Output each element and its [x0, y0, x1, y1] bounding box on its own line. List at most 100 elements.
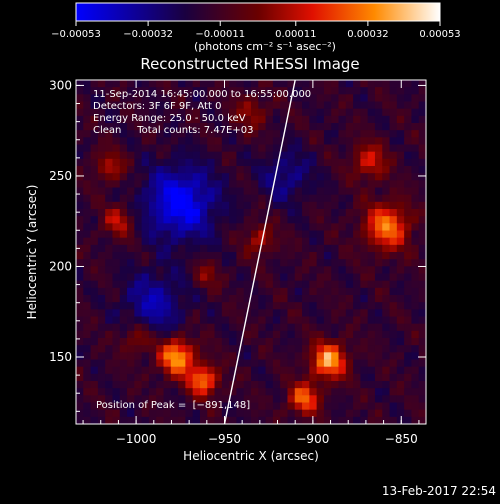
heatmap-cell: [185, 330, 194, 339]
heatmap-cell: [156, 316, 164, 325]
heatmap-cell: [331, 388, 339, 396]
heatmap-cell: [382, 130, 390, 138]
heatmap-cell: [207, 94, 215, 102]
heatmap-cell: [302, 252, 310, 260]
heatmap-cell: [119, 94, 128, 102]
heatmap-cell: [302, 108, 310, 117]
heatmap-cell: [418, 352, 426, 360]
heatmap-cell: [374, 158, 383, 167]
heatmap-cell: [199, 266, 208, 274]
heatmap-cell: [382, 323, 390, 332]
heatmap-cell: [360, 252, 369, 260]
heatmap-cell: [389, 309, 398, 317]
heatmap-cell: [207, 216, 215, 224]
heatmap-cell: [418, 151, 426, 160]
heatmap-cell: [360, 187, 369, 196]
heatmap-cell: [127, 101, 135, 110]
heatmap-cell: [280, 144, 288, 153]
heatmap-cell: [192, 151, 201, 160]
heatmap-cell: [323, 166, 332, 174]
heatmap-cell: [76, 409, 84, 418]
heatmap-cell: [265, 209, 274, 217]
heatmap-cell: [127, 137, 135, 145]
heatmap-cell: [323, 123, 332, 131]
heatmap-cell: [389, 201, 398, 210]
heatmap-cell: [178, 216, 186, 224]
heatmap-cell: [127, 201, 135, 210]
heatmap-cell: [294, 273, 303, 282]
heatmap-cell: [170, 295, 179, 303]
heatmap-cell: [90, 259, 99, 267]
heatmap-cell: [294, 209, 303, 217]
heatmap-cell: [214, 123, 223, 131]
heatmap-cell: [272, 209, 281, 217]
heatmap-cell: [97, 180, 106, 188]
heatmap-cell: [236, 201, 245, 210]
heatmap-cell: [83, 252, 91, 260]
annotation-energy-range: Energy Range: 25.0 - 50.0 keV: [93, 113, 246, 124]
heatmap-cell: [83, 151, 91, 160]
heatmap-cell: [185, 130, 194, 138]
heatmap-cell: [185, 359, 194, 368]
heatmap-cell: [221, 137, 230, 145]
heatmap-cell: [76, 130, 84, 138]
heatmap-cell: [404, 115, 412, 124]
heatmap-cell: [418, 252, 426, 260]
heatmap-cell: [389, 101, 398, 110]
heatmap-cell: [192, 144, 201, 153]
heatmap-cell: [316, 94, 325, 102]
heatmap-cell: [345, 194, 354, 203]
heatmap-cell: [192, 373, 201, 382]
heatmap-cell: [411, 366, 420, 375]
heatmap-cell: [272, 330, 281, 339]
heatmap-cell: [76, 345, 84, 353]
heatmap-cell: [199, 252, 208, 260]
heatmap-cell: [404, 273, 412, 282]
heatmap-cell: [367, 252, 376, 260]
heatmap-cell: [105, 302, 113, 310]
heatmap-cell: [221, 108, 230, 117]
heatmap-cell: [221, 223, 230, 231]
heatmap-cell: [163, 316, 172, 325]
heatmap-cell: [163, 94, 172, 102]
heatmap-cell: [323, 194, 332, 203]
heatmap-cell: [214, 302, 223, 310]
heatmap-cell: [418, 166, 426, 174]
heatmap-cell: [374, 130, 383, 138]
heatmap-cell: [374, 166, 383, 174]
heatmap-cell: [141, 388, 150, 396]
heatmap-cell: [280, 416, 288, 424]
heatmap-cell: [243, 237, 252, 246]
heatmap-cell: [221, 273, 230, 282]
heatmap-cell: [127, 280, 135, 289]
heatmap-cell: [280, 302, 288, 310]
heatmap-cell: [178, 137, 186, 145]
heatmap-cell: [294, 180, 303, 188]
heatmap-cell: [367, 280, 376, 289]
heatmap-cell: [148, 101, 157, 110]
heatmap-cell: [258, 266, 266, 274]
heatmap-cell: [119, 137, 128, 145]
heatmap-cell: [236, 409, 245, 418]
heatmap-cell: [192, 366, 201, 375]
heatmap-cell: [302, 87, 310, 95]
heatmap-cell: [214, 80, 223, 88]
heatmap-cell: [404, 194, 412, 203]
heatmap-cell: [207, 316, 215, 325]
heatmap-cell: [134, 209, 143, 217]
heatmap-cell: [265, 409, 274, 418]
heatmap-cell: [302, 416, 310, 424]
heatmap-cell: [214, 402, 223, 411]
heatmap-cell: [251, 402, 259, 411]
heatmap-cell: [404, 101, 412, 110]
heatmap-cell: [323, 180, 332, 188]
heatmap-cell: [141, 115, 150, 124]
heatmap-cell: [294, 345, 303, 353]
heatmap-cell: [316, 123, 325, 131]
heatmap-cell: [127, 173, 135, 181]
heatmap-cell: [105, 223, 113, 231]
heatmap-cell: [374, 194, 383, 203]
heatmap-cell: [112, 359, 121, 368]
heatmap-cell: [367, 166, 376, 174]
heatmap-cell: [294, 94, 303, 102]
